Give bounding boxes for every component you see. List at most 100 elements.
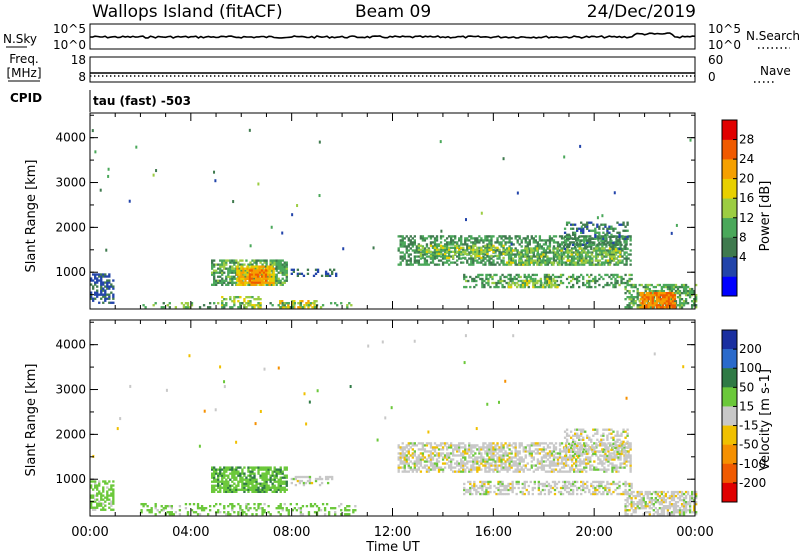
heatmap-cell: [572, 462, 576, 465]
heatmap-cell: [564, 452, 568, 455]
heatmap-cell: [477, 273, 480, 277]
heatmap-cell: [443, 243, 447, 246]
heatmap-cell: [299, 304, 303, 307]
heatmap-cell: [678, 300, 682, 303]
heatmap-cell: [598, 241, 601, 245]
heatmap-cell: [272, 273, 275, 276]
heatmap-cell: [100, 502, 103, 505]
heatmap-cell: [439, 448, 443, 451]
heatmap-cell: [277, 480, 280, 483]
heatmap-cell: [560, 470, 564, 473]
heatmap-cell: [552, 456, 556, 459]
heatmap-cell: [291, 300, 294, 303]
heatmap-cell: [277, 486, 280, 489]
heatmap-cell: [572, 456, 576, 459]
heatmap-cell: [248, 267, 251, 270]
heatmap-cell: [468, 450, 471, 453]
heatmap-cell: [405, 249, 408, 252]
heatmap-cell: [241, 486, 244, 489]
heatmap-cell: [401, 257, 404, 260]
heatmap-cell: [247, 300, 250, 303]
heatmap-cell: [272, 283, 275, 286]
heatmap-cell: [530, 452, 533, 455]
heatmap-cell: [540, 239, 544, 242]
heatmap-cell: [515, 273, 518, 277]
heatmap-cell: [648, 287, 651, 291]
heatmap-cell: [596, 243, 599, 247]
heatmap-cell: [247, 295, 250, 299]
heatmap-cell: [546, 444, 550, 447]
heatmap-cell: [506, 466, 509, 469]
heatmap-cell: [443, 254, 447, 258]
heatmap-cell: [540, 253, 544, 256]
heatmap-cell: [478, 254, 481, 258]
heatmap-cell: [340, 513, 343, 516]
heatmap-cell: [405, 263, 408, 266]
heatmap-cell: [293, 300, 296, 303]
heatmap-cell: [643, 302, 646, 305]
heatmap-cell: [266, 277, 269, 280]
heatmap-cell: [552, 249, 555, 252]
heatmap-cell: [534, 468, 537, 471]
heatmap-cell: [536, 263, 539, 266]
heatmap-cell: [560, 257, 564, 260]
heatmap-cell: [569, 279, 573, 283]
heatmap-cell: [569, 450, 573, 454]
heatmap-cell: [548, 243, 552, 246]
heatmap-cell: [468, 253, 471, 256]
heatmap-cell: [491, 275, 494, 279]
heatmap-cell: [504, 452, 507, 455]
heatmap-cell: [440, 229, 443, 233]
heatmap-cell: [399, 460, 402, 463]
heatmap-cell: [437, 444, 441, 447]
heatmap-cell: [223, 470, 226, 473]
heatmap-cell: [570, 466, 574, 469]
heatmap-cell: [629, 448, 632, 451]
heatmap-cell: [399, 448, 402, 451]
noise-right-tick-top: 10^5: [708, 22, 741, 36]
heatmap-cell: [435, 248, 439, 251]
heatmap-cell: [152, 173, 155, 177]
heatmap-cell: [405, 456, 408, 459]
heatmap-cell: [482, 255, 485, 258]
heatmap-cell: [518, 251, 521, 254]
heatmap-cell: [447, 454, 451, 457]
heatmap-cell: [572, 247, 575, 250]
heatmap-cell: [524, 466, 527, 469]
heatmap-cell: [283, 273, 286, 276]
heatmap-cell: [500, 243, 503, 246]
heatmap-cell: [524, 247, 527, 250]
heatmap-cell: [562, 464, 566, 467]
heatmap-cell: [607, 458, 610, 461]
heatmap-cell: [587, 261, 590, 264]
heatmap-cell: [619, 446, 622, 449]
heatmap-cell: [592, 237, 595, 241]
heatmap-cell: [556, 251, 559, 254]
heatmap-cell: [275, 488, 278, 491]
heatmap-cell: [266, 281, 269, 284]
heatmap-cell: [665, 302, 669, 305]
heatmap-cell: [534, 442, 537, 445]
heatmap-cell: [221, 486, 224, 489]
heatmap-cell: [215, 283, 218, 286]
heatmap-cell: [476, 458, 479, 461]
heatmap-cell: [254, 269, 258, 272]
heatmap-cell: [266, 269, 269, 272]
heatmap-cell: [158, 511, 161, 514]
heatmap-cell: [533, 283, 536, 287]
heatmap-cell: [94, 500, 97, 503]
heatmap-cell: [532, 237, 535, 240]
heatmap-cell: [441, 456, 445, 459]
heatmap-cell: [659, 298, 663, 301]
heatmap-cell: [454, 448, 457, 451]
heatmap-cell: [571, 231, 575, 234]
heatmap-cell: [253, 507, 256, 510]
heatmap-cell: [96, 289, 99, 292]
heatmap-cell: [437, 466, 441, 469]
heatmap-cell: [580, 273, 583, 277]
heatmap-cell: [106, 287, 109, 290]
heatmap-cell: [96, 486, 99, 489]
heatmap-cell: [566, 446, 570, 449]
heatmap-cell: [279, 283, 282, 286]
heatmap-cell: [604, 223, 607, 226]
